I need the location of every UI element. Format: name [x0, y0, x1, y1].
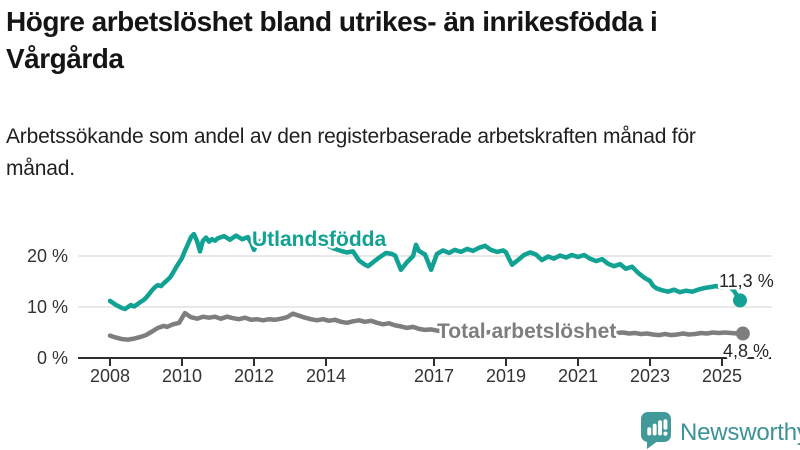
end-value-label-total: 4,8 %: [723, 341, 769, 361]
x-tick-label-2012: 2012: [234, 366, 274, 386]
chart-subtitle: Arbetssökande som andel av den registerb…: [6, 125, 696, 180]
series-end-dot-utlandsfodda: [733, 293, 747, 308]
series-label-total: Total arbetslöshet: [437, 320, 616, 343]
end-value-label-utlandsfodda: 11,3 %: [719, 271, 774, 291]
chart-title: Högre arbetslöshet bland utrikes- än inr…: [6, 6, 658, 74]
series-end-dot-total: [735, 326, 750, 341]
unemployment-line-chart: 2008 2010 2012 2014 2017 2019 2021 2023 2025 0 % 1…: [27, 226, 776, 387]
newsworthy-logo[interactable]: Newsworthy: [641, 412, 800, 450]
newsworthy-bubble-chart-icon: [641, 412, 671, 449]
series-label-utlandsfodda: Utlandsfödda: [252, 228, 386, 251]
x-tick-label-2010: 2010: [162, 366, 202, 386]
x-tick-label-2023: 2023: [630, 366, 670, 386]
newsworthy-wordmark: Newsworthy: [680, 419, 800, 446]
x-tick-label-2014: 2014: [306, 366, 346, 386]
y-tick-label-0-percent: 0 %: [37, 348, 68, 368]
x-tick-label-2025: 2025: [702, 366, 742, 386]
series-line-total: [107, 310, 746, 342]
x-tick-label-2008: 2008: [90, 366, 130, 386]
y-tick-label-20-percent: 20 %: [27, 246, 68, 266]
x-tick-label-2017: 2017: [414, 366, 454, 386]
x-tick-label-2021: 2021: [558, 366, 598, 386]
y-tick-label-10-percent: 10 %: [27, 297, 68, 317]
x-tick-label-2019: 2019: [486, 366, 526, 386]
series-line-utlandsfodda: [107, 231, 743, 312]
